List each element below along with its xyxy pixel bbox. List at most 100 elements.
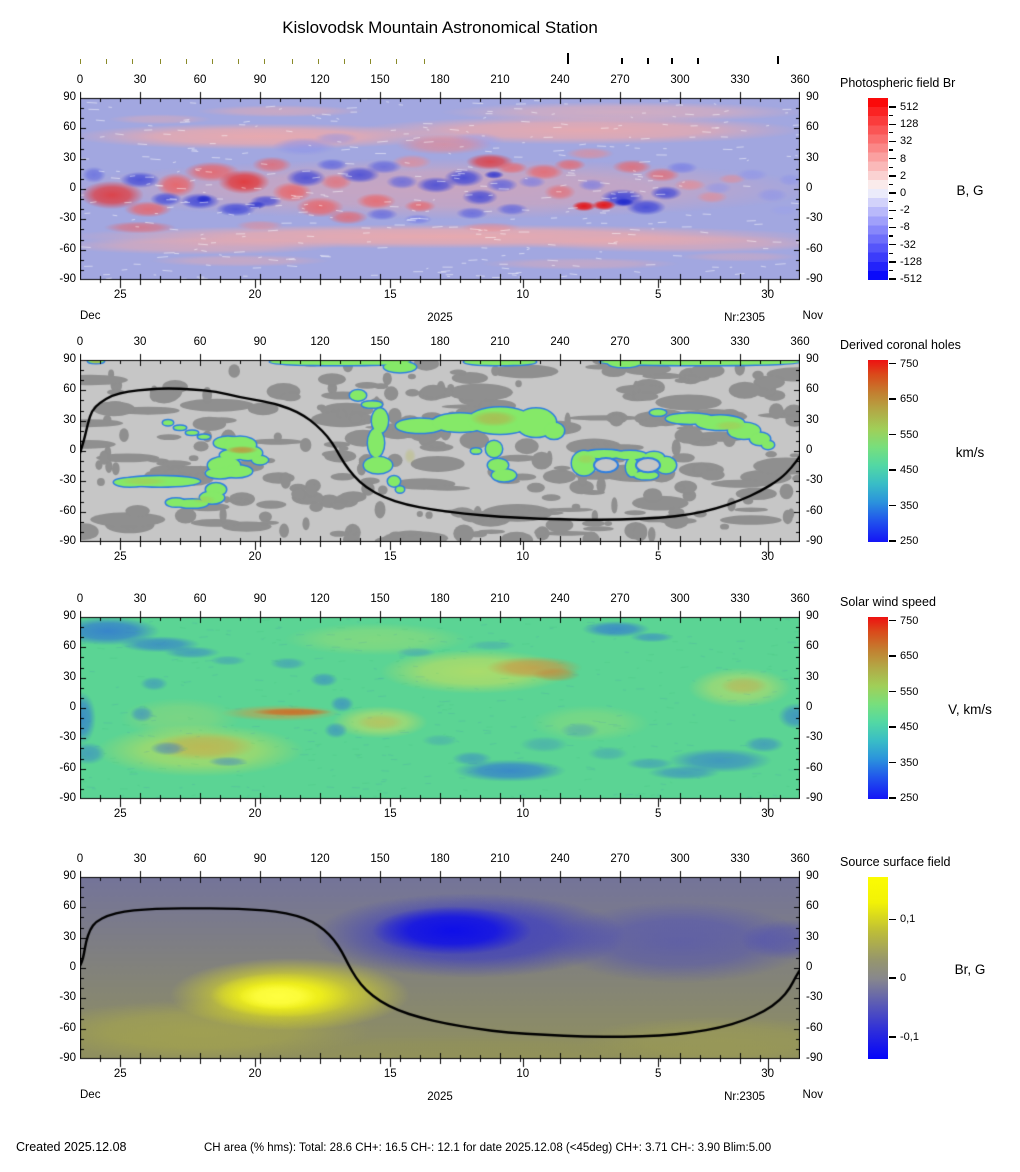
y-tick-label-left: -30 (59, 212, 76, 225)
colorbar-tick-label: 0 (900, 187, 907, 200)
x-tick-label: 210 (490, 853, 510, 865)
y-tick-label-left: 0 (69, 444, 76, 456)
y-tick-label-right: 30 (806, 670, 819, 683)
colorbar-tick-label: 450 (900, 721, 919, 734)
footer-ch-area-stats: CH area (% hms): Total: 28.6 CH+: 16.5 C… (204, 1142, 772, 1154)
y-tick-label-left: 90 (63, 870, 76, 882)
x-tick-label: 300 (670, 336, 690, 348)
y-tick-label-right: 60 (806, 121, 819, 134)
colorbar-tick (889, 504, 896, 507)
y-tick-label-left: 30 (63, 413, 76, 426)
colorbar-tick (889, 469, 896, 471)
legend-title: Source surface field (840, 855, 951, 869)
x-tick-label: 30 (133, 74, 147, 86)
legend-title: Solar wind speed (840, 595, 936, 609)
x-tick-label: 270 (610, 336, 630, 348)
observation-tick-olive (263, 59, 265, 64)
x-tick-label: 240 (550, 853, 570, 865)
y-tick-label-left: -60 (59, 504, 76, 517)
y-tick-label-left: 30 (63, 930, 76, 943)
observation-tick-olive (369, 59, 371, 64)
colorbar-tick-label: 650 (900, 650, 919, 663)
x-tick-label: 120 (310, 74, 330, 86)
y-tick-label-right: 0 (806, 961, 813, 973)
date-tick-label: 25 (113, 1068, 127, 1080)
y-tick-label-left: 30 (63, 670, 76, 683)
date-tick-label: 5 (654, 289, 662, 301)
colorbar-tick-label: 512 (900, 101, 919, 114)
x-tick-label: 60 (193, 336, 207, 348)
y-tick-label-left: -30 (59, 474, 76, 487)
legend-unit-label: V, km/s (948, 702, 992, 717)
date-tick-label: 30 (761, 551, 774, 563)
x-tick-label: 150 (370, 853, 390, 865)
rotation-number-label: Nr:2305 (724, 312, 765, 324)
colorbar-tick (889, 619, 896, 622)
month-label-right: Nov (802, 310, 823, 322)
x-tick-label: 180 (430, 853, 450, 865)
x-tick-label: 360 (790, 593, 810, 605)
date-tick-label: 15 (383, 808, 397, 820)
date-tick-label: 15 (383, 289, 397, 301)
legend-title: Photospheric field Br (840, 76, 956, 90)
colorbar (868, 877, 888, 1059)
x-tick-label: 330 (730, 74, 750, 86)
colorbar-minor-tick (889, 132, 893, 134)
y-tick-label-left: 90 (63, 353, 76, 365)
observation-tick-olive (185, 59, 187, 64)
x-tick-label: 90 (253, 593, 267, 605)
y-tick-label-left: 60 (63, 121, 76, 134)
y-tick-label-right: -90 (806, 273, 823, 285)
y-tick-label-right: -30 (806, 474, 823, 487)
y-tick-label-left: 0 (69, 961, 76, 973)
date-tick-label: 25 (113, 551, 127, 563)
x-tick-label: 30 (133, 853, 147, 865)
legend-unit-label: Br, G (954, 962, 986, 977)
month-label-left: Dec (80, 1089, 101, 1101)
y-tick-label-right: -60 (806, 504, 823, 517)
y-tick-label-right: -60 (806, 1021, 823, 1034)
colorbar-tick-label: -2 (900, 204, 910, 217)
month-label-left: Dec (80, 310, 101, 322)
observation-tick-olive (343, 59, 345, 64)
photospheric-field-br-map (80, 90, 800, 294)
y-tick-label-left: -90 (59, 1052, 76, 1064)
colorbar-tick-label: 450 (900, 464, 919, 477)
colorbar-tick-label: 128 (900, 118, 919, 131)
colorbar-tick-label: -8 (900, 221, 910, 234)
x-tick-label: 240 (550, 336, 570, 348)
legend-unit-label: km/s (955, 445, 985, 460)
y-tick-label-right: -60 (806, 761, 823, 774)
x-tick-label: 270 (610, 74, 630, 86)
y-tick-label-left: -60 (59, 1021, 76, 1034)
observation-tick-olive (159, 59, 161, 64)
legend-title: Derived coronal holes (840, 338, 961, 352)
observation-tick-olive (423, 59, 425, 64)
date-tick-label: 30 (761, 289, 774, 301)
colorbar-tick (889, 157, 896, 160)
y-tick-label-right: 90 (806, 91, 819, 103)
x-tick-label: 300 (670, 853, 690, 865)
colorbar-tick (889, 655, 896, 657)
x-tick-label: 330 (730, 336, 750, 348)
x-tick-label: 30 (133, 336, 147, 348)
x-tick-label: 240 (550, 593, 570, 605)
x-tick-label: 120 (310, 336, 330, 348)
y-tick-label-left: 60 (63, 383, 76, 396)
colorbar-minor-tick (889, 183, 893, 186)
colorbar-tick (889, 362, 896, 365)
y-tick-label-left: -30 (59, 731, 76, 744)
colorbar-minor-tick (889, 201, 893, 203)
date-tick-label: 5 (654, 1068, 662, 1080)
y-tick-label-right: 60 (806, 900, 819, 913)
x-tick-label: 0 (76, 336, 84, 348)
colorbar-minor-tick (889, 149, 893, 151)
y-tick-label-left: 30 (63, 151, 76, 164)
colorbar-tick-label: 550 (900, 428, 919, 441)
x-tick-label: 360 (790, 74, 810, 86)
x-tick-label: 150 (370, 74, 390, 86)
x-tick-label: 180 (430, 74, 450, 86)
y-tick-label-left: 90 (63, 91, 76, 103)
observation-tick-olive (237, 59, 239, 64)
